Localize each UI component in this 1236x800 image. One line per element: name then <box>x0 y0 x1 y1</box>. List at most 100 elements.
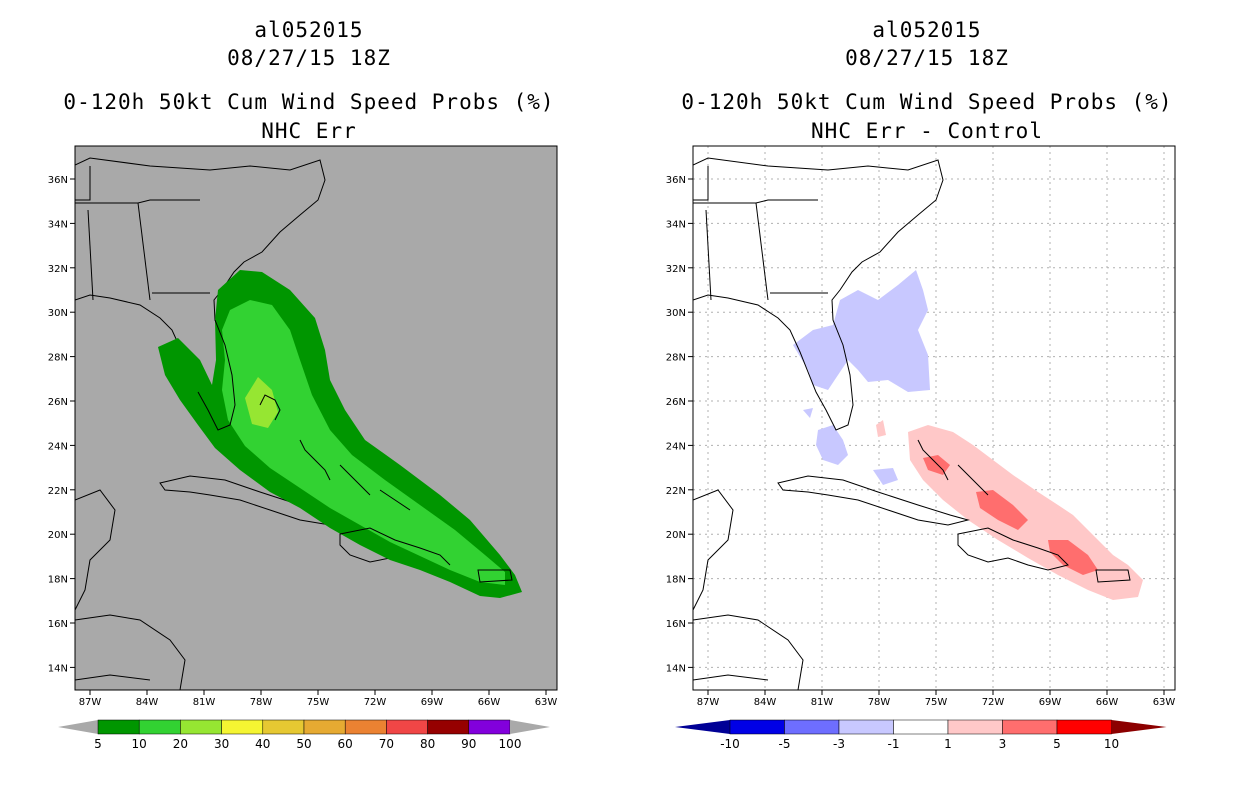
latitude-label: 18N <box>666 575 686 586</box>
probability-colorbar: 5 10 20 30 40 50 60 70 80 90 100 <box>58 719 550 751</box>
colorbar-label: 50 <box>296 737 311 751</box>
colorbar-label: -3 <box>833 737 845 751</box>
longitude-label: 84W <box>136 697 159 708</box>
colorbar-label: 30 <box>214 737 229 751</box>
colorbar-swatch <box>138 719 181 735</box>
longitude-label: 87W <box>697 697 720 708</box>
latitude-label: 22N <box>48 486 68 497</box>
longitude-label: 69W <box>421 697 444 708</box>
colorbar-label: -5 <box>779 737 791 751</box>
longitude-label: 69W <box>1039 697 1062 708</box>
colorbar-label: 100 <box>499 737 522 751</box>
colorbar-label: 10 <box>132 737 147 751</box>
colorbar-swatch <box>386 719 428 735</box>
longitude-label: 87W <box>79 697 102 708</box>
latitude-axis: 36N 34N 32N 30N 28N 26N 24N 22N 20N 18N 16N 14N <box>666 175 693 674</box>
colorbar-swatch <box>784 719 840 735</box>
graticule <box>693 146 1175 690</box>
storm-id-title: al052015 <box>254 18 364 42</box>
difference-colorbar: -10 -5 -3 -1 1 3 5 10 <box>675 719 1167 751</box>
colorbar-swatch <box>427 719 470 735</box>
longitude-axis: 87W 84W 81W 78W 75W 72W 69W 66W 63W <box>79 690 558 708</box>
map-frame <box>692 145 1176 691</box>
colorbar-left-triangle <box>58 720 98 734</box>
colorbar-label: 80 <box>420 737 435 751</box>
product-title: 0-120h 50kt Cum Wind Speed Probs (%) <box>681 90 1173 114</box>
colorbar-swatch <box>1056 719 1112 735</box>
storm-id-title: al052015 <box>872 18 982 42</box>
latitude-label: 20N <box>666 530 686 541</box>
colorbar-swatch <box>468 719 511 735</box>
latitude-label: 26N <box>48 397 68 408</box>
longitude-label: 63W <box>535 697 558 708</box>
subtitle: NHC Err <box>261 119 357 143</box>
longitude-label: 84W <box>754 697 777 708</box>
diff-minus1-minus3-region <box>816 425 848 465</box>
latitude-label: 28N <box>666 353 686 364</box>
colorbar-swatch <box>97 719 140 735</box>
latitude-label: 36N <box>666 175 686 186</box>
colorbar-label: 3 <box>999 737 1007 751</box>
colorbar-label: 40 <box>255 737 270 751</box>
colorbar-label: 10 <box>1104 737 1119 751</box>
datetime-title: 08/27/15 18Z <box>227 46 391 70</box>
coastlines <box>693 157 1131 690</box>
latitude-label: 20N <box>48 530 68 541</box>
colorbar-label: 1 <box>944 737 952 751</box>
longitude-axis: 87W 84W 81W 78W 75W 72W 69W 66W 63W <box>697 690 1176 708</box>
colorbar-swatch <box>221 719 264 735</box>
colorbar-swatch <box>1002 719 1058 735</box>
colorbar-right-triangle <box>510 720 550 734</box>
latitude-label: 34N <box>666 219 686 230</box>
longitude-label: 63W <box>1153 697 1176 708</box>
latitude-label: 32N <box>666 264 686 275</box>
colorbar-label: -10 <box>720 737 740 751</box>
colorbar-right-triangle <box>1111 720 1167 734</box>
longitude-label: 75W <box>307 697 330 708</box>
colorbar-label: 60 <box>338 737 353 751</box>
latitude-label: 24N <box>666 441 686 452</box>
colorbar-swatch <box>729 719 785 735</box>
colorbar-label: 5 <box>1053 737 1061 751</box>
colorbar-swatch <box>947 719 1003 735</box>
diff-plus3-plus5-region <box>976 490 1028 530</box>
colorbar-left-triangle <box>675 720 730 734</box>
latitude-label: 16N <box>48 619 68 630</box>
colorbar-swatch <box>180 719 222 735</box>
right-panel: al052015 08/27/15 18Z 0-120h 50kt Cum Wi… <box>618 0 1236 800</box>
right-map-svg: 36N 34N 32N 30N 28N 26N 24N 22N 20N 18N 16N 14N 87W… <box>666 145 1176 751</box>
diff-plus3-plus5-region <box>1048 540 1098 575</box>
colorbar-swatch <box>262 719 305 735</box>
longitude-label: 81W <box>811 697 834 708</box>
colorbar-label: -1 <box>888 737 900 751</box>
latitude-label: 14N <box>666 663 686 674</box>
left-panel: al052015 08/27/15 18Z 0-120h 50kt Cum Wi… <box>48 18 558 751</box>
map-frame <box>74 145 558 691</box>
datetime-title: 08/27/15 18Z <box>845 46 1009 70</box>
latitude-label: 14N <box>48 663 68 674</box>
colorbar-swatch <box>344 719 387 735</box>
latitude-label: 24N <box>48 441 68 452</box>
latitude-label: 26N <box>666 397 686 408</box>
diff-plus1-plus3-region <box>876 420 886 437</box>
latitude-label: 30N <box>666 308 686 319</box>
longitude-label: 72W <box>364 697 387 708</box>
longitude-label: 78W <box>868 697 891 708</box>
latitude-label: 30N <box>48 308 68 319</box>
longitude-label: 66W <box>478 697 501 708</box>
product-title: 0-120h 50kt Cum Wind Speed Probs (%) <box>63 90 555 114</box>
prob-10-20-region <box>222 300 505 585</box>
colorbar-label: 20 <box>173 737 188 751</box>
colorbar-swatch <box>303 719 346 735</box>
latitude-label: 32N <box>48 264 68 275</box>
diff-minus1-minus3-region <box>803 408 813 418</box>
map-background <box>693 146 1175 690</box>
left-map-svg: 36N 34N 32N 30N 28N 26N 24N 22N 20N 18N 16N 14N 87W… <box>48 145 558 751</box>
subtitle: NHC Err - Control <box>811 119 1043 143</box>
colorbar-label: 5 <box>94 737 102 751</box>
colorbar-swatch <box>838 719 894 735</box>
longitude-label: 81W <box>193 697 216 708</box>
longitude-label: 75W <box>925 697 948 708</box>
longitude-label: 72W <box>982 697 1005 708</box>
latitude-axis: 36N 34N 32N 30N 28N 26N 24N 22N 20N 18N 16N 14N <box>48 175 75 674</box>
